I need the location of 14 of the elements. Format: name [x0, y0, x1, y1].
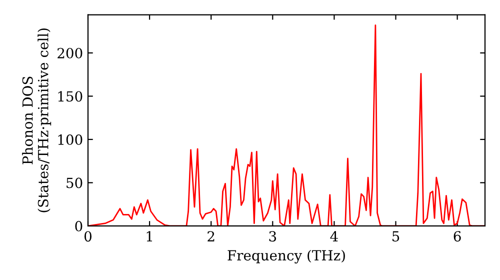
- x-tick-label: 1: [146, 231, 152, 242]
- y-tick-label: 50: [66, 178, 82, 188]
- x-tick-label: 6: [454, 231, 461, 242]
- x-axis-title: Frequency (THz): [228, 250, 345, 264]
- y-tick-label: 100: [58, 134, 82, 145]
- x-tick-label: 3: [269, 231, 276, 242]
- x-tick-label: 2: [208, 231, 214, 242]
- y-axis-title: Phonon DOS (States/THz·primitive cell): [22, 28, 52, 212]
- x-tick-label: 5: [392, 231, 400, 242]
- y-tick-label: 0: [75, 220, 82, 232]
- y-tick-label: 200: [58, 48, 82, 58]
- x-tick-label: 0: [84, 231, 92, 242]
- x-tick-label: 4: [330, 231, 338, 242]
- y-tick-label: 150: [58, 91, 82, 102]
